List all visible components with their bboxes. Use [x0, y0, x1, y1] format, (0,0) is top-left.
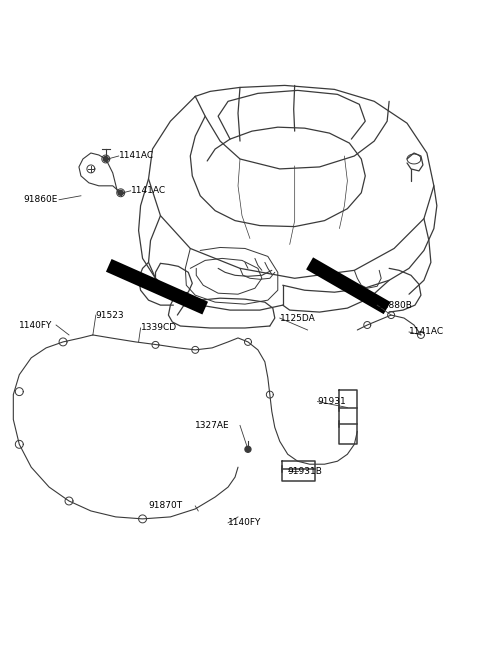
Text: 1125DA: 1125DA	[280, 314, 315, 322]
Text: 1141AC: 1141AC	[119, 151, 154, 160]
Circle shape	[118, 191, 123, 195]
Text: 1339CD: 1339CD	[141, 324, 177, 333]
Text: 1327AE: 1327AE	[195, 421, 230, 430]
Text: 1140FY: 1140FY	[228, 518, 262, 527]
Text: 1140FY: 1140FY	[19, 320, 53, 329]
Text: 91931B: 91931B	[288, 466, 323, 476]
Text: 1141AC: 1141AC	[131, 186, 166, 195]
Text: 1141AC: 1141AC	[409, 328, 444, 337]
Text: 91931: 91931	[318, 397, 346, 406]
Text: 91880B: 91880B	[377, 301, 412, 310]
Text: 91860E: 91860E	[23, 195, 58, 204]
Text: 91523: 91523	[96, 310, 124, 320]
Text: 91870T: 91870T	[148, 502, 183, 510]
Circle shape	[245, 446, 251, 452]
Circle shape	[103, 157, 108, 162]
